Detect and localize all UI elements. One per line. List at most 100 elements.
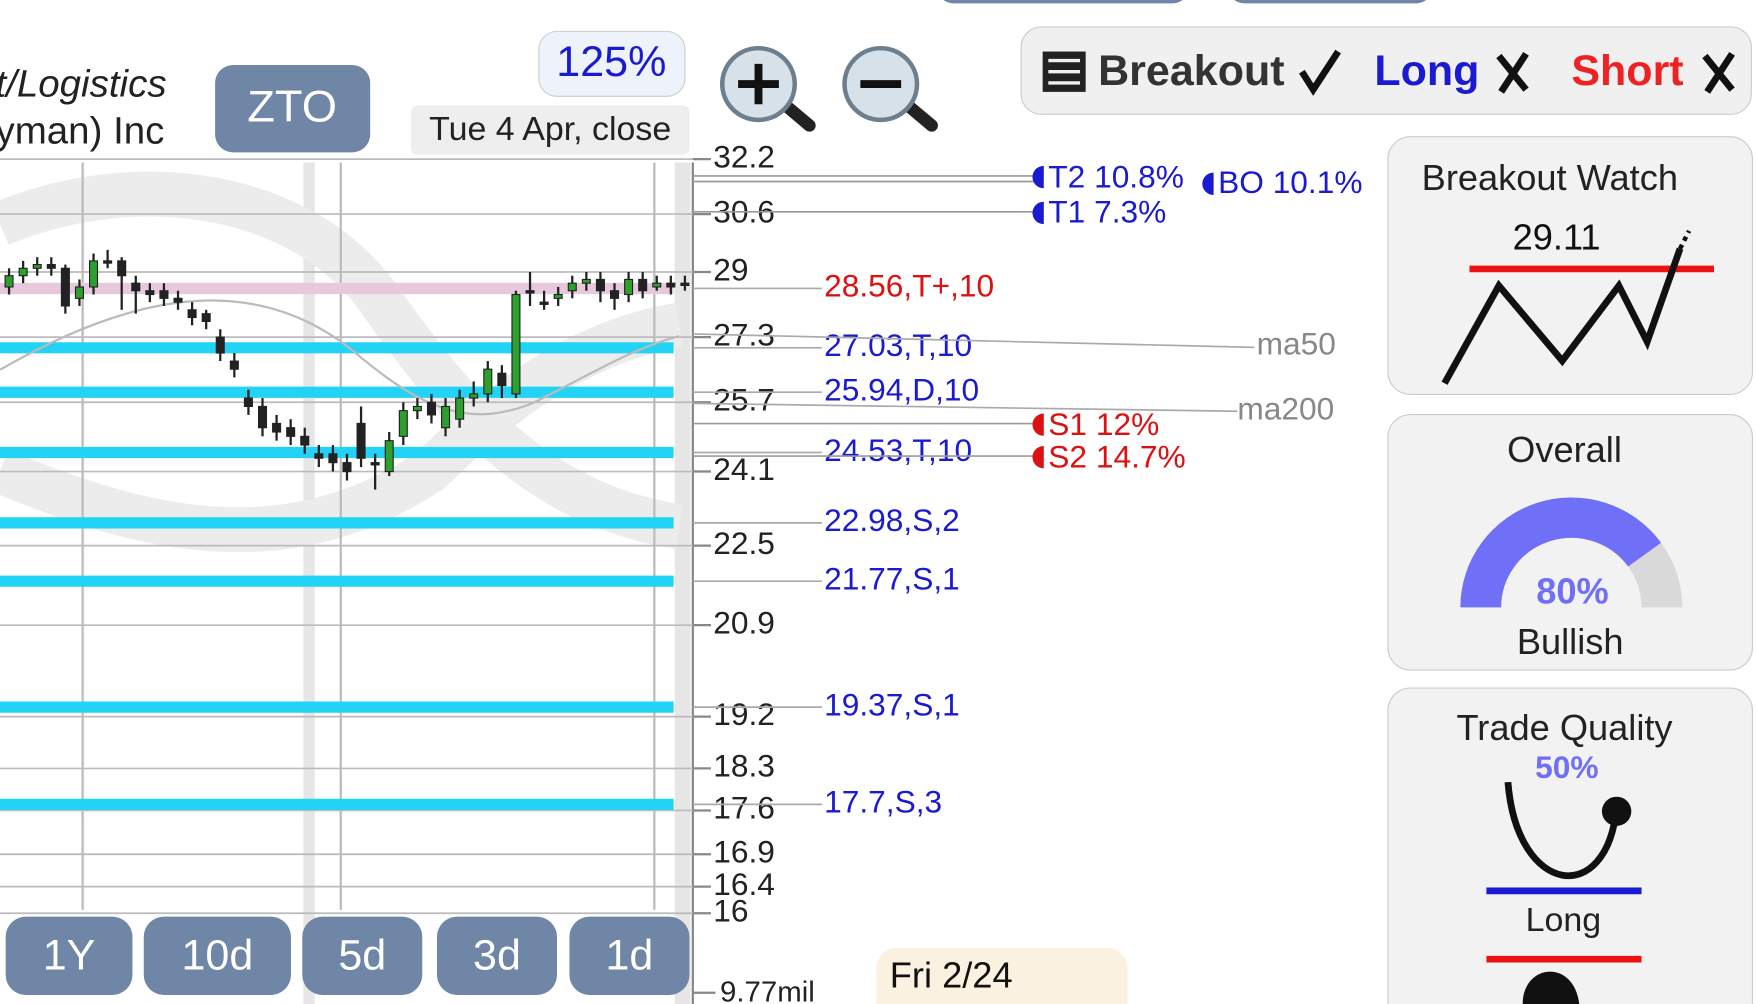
level-label: 28.56,T+,10 xyxy=(824,268,994,304)
signal-short[interactable]: Short xyxy=(1571,47,1683,95)
candle-body xyxy=(328,453,338,464)
candle-body xyxy=(384,440,394,473)
marker xyxy=(1202,172,1214,195)
overall-score: 80% xyxy=(1536,571,1608,612)
candle-body xyxy=(426,401,436,416)
quality-side: Long xyxy=(1526,901,1602,939)
candle-body xyxy=(60,267,70,307)
candle-body xyxy=(187,309,197,319)
candle-body xyxy=(32,264,42,269)
candle-body xyxy=(257,405,268,429)
candle-body xyxy=(215,336,225,354)
candle-body xyxy=(455,397,465,420)
ma200-line xyxy=(0,299,680,416)
candle-body xyxy=(131,282,141,292)
ticker-button[interactable] xyxy=(215,64,371,153)
quality-score: 50% xyxy=(1535,749,1598,785)
y-tick-label: 25.7 xyxy=(713,382,775,418)
candle-body xyxy=(638,278,648,292)
panel-title: Breakout Watch xyxy=(1422,157,1678,198)
candle-body xyxy=(173,297,183,303)
range-button[interactable] xyxy=(5,916,133,996)
candle-body xyxy=(159,290,169,299)
range-button[interactable] xyxy=(143,916,291,996)
candle-body xyxy=(272,422,282,433)
company-name: t/Logistics xyxy=(0,63,167,106)
marker xyxy=(1032,165,1044,189)
candle-body xyxy=(666,282,676,288)
range-button[interactable] xyxy=(436,916,557,996)
y-tick-label: 17.6 xyxy=(713,790,775,826)
hover-date-box xyxy=(876,947,1128,1004)
candle-body xyxy=(46,264,56,269)
signal-long[interactable]: Long xyxy=(1374,47,1479,95)
candle-body xyxy=(441,405,451,429)
signal-breakout[interactable]: Breakout xyxy=(1098,47,1284,95)
panel[interactable] xyxy=(1387,687,1754,1004)
y-tick-label: 19.2 xyxy=(713,696,775,732)
level-label: 25.94,D,10 xyxy=(824,372,979,408)
company-name: yman) Inc xyxy=(0,110,164,153)
shade-band xyxy=(674,162,691,1004)
signal-bar xyxy=(1020,26,1752,115)
range-label: 1d xyxy=(606,932,654,980)
candle-body xyxy=(356,422,366,459)
date-box xyxy=(410,105,690,155)
y-tick-label: 32.2 xyxy=(713,139,775,175)
zoom-box[interactable] xyxy=(538,30,686,97)
cross xyxy=(1496,51,1529,94)
candle-body xyxy=(539,301,549,305)
candle-body xyxy=(609,290,620,299)
marker xyxy=(1032,201,1044,225)
range-label: 3d xyxy=(473,932,521,980)
candle-body xyxy=(595,278,605,292)
candle-body xyxy=(581,278,591,284)
y-tick-label: 16.9 xyxy=(713,834,775,870)
top-tab[interactable] xyxy=(937,0,1188,4)
y-tick-label: 18.3 xyxy=(713,748,775,784)
pattern-icon xyxy=(1441,247,1684,385)
level-label: 19.37,S,1 xyxy=(824,687,960,723)
y-tick-label: 24.1 xyxy=(713,451,775,487)
level-label: 24.53,T,10 xyxy=(824,432,972,468)
zoom-level: 125% xyxy=(556,38,666,86)
ma200-leader xyxy=(692,402,1238,413)
candle-body xyxy=(624,278,634,296)
candle-body xyxy=(4,275,14,288)
panel[interactable] xyxy=(1387,136,1754,395)
candle-body xyxy=(342,462,352,473)
marker xyxy=(1032,413,1044,436)
target-label: BO 10.1% xyxy=(1218,164,1362,200)
y-tick-label: 16.4 xyxy=(713,866,775,902)
top-tab[interactable] xyxy=(1228,0,1432,4)
range-label: 1Y xyxy=(43,932,96,980)
candle-body xyxy=(525,290,535,294)
hover-date: Fri 2/24 xyxy=(890,955,1013,996)
y-tick-label: 22.5 xyxy=(713,525,775,561)
overall-verdict: Bullish xyxy=(1517,621,1624,662)
zoom-in[interactable] xyxy=(720,45,816,132)
range-button[interactable] xyxy=(569,916,690,996)
level-label: 27.03,T,10 xyxy=(824,327,972,363)
ticker: ZTO xyxy=(247,81,337,132)
icon xyxy=(1522,971,1580,1004)
candle-body xyxy=(103,260,113,264)
range-button[interactable] xyxy=(302,916,423,996)
candle-body xyxy=(314,453,324,459)
candle-body xyxy=(74,286,84,299)
candle-body xyxy=(201,313,211,322)
ma200-label: ma200 xyxy=(1237,391,1334,427)
cup-icon xyxy=(1504,781,1621,879)
candle-body xyxy=(89,260,99,288)
level-label: 22.98,S,2 xyxy=(824,502,960,538)
ma50-label: ma50 xyxy=(1257,326,1336,362)
candle-body xyxy=(300,435,310,446)
candle-body xyxy=(553,293,563,299)
candle-body xyxy=(117,260,127,277)
y-tick-label: 20.9 xyxy=(713,605,775,641)
zoom-out[interactable] xyxy=(842,45,938,132)
candle-body xyxy=(398,410,408,437)
panel-title: Trade Quality xyxy=(1457,707,1673,748)
stop-label: S1 12% xyxy=(1048,406,1159,442)
